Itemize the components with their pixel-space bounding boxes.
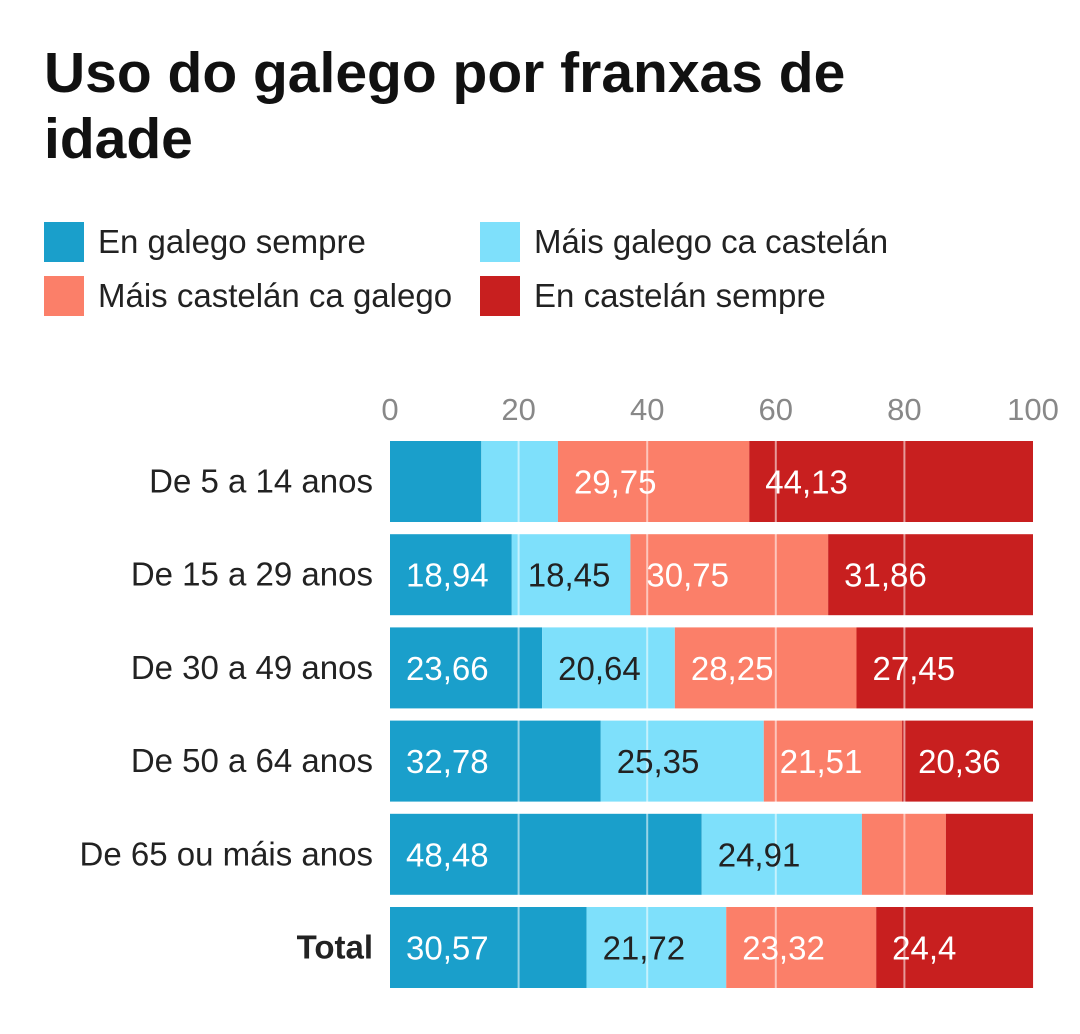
data-label: 48,48 xyxy=(406,836,489,873)
bar-segment xyxy=(390,627,543,709)
legend-swatch xyxy=(480,276,521,316)
x-tick-label: 60 xyxy=(759,392,793,427)
bar-segment xyxy=(749,441,1033,522)
x-tick-label: 100 xyxy=(1007,392,1059,427)
data-label: 27,45 xyxy=(872,650,955,687)
legend-item-en-galego-sempre: En galego sempre xyxy=(44,222,452,262)
data-label: 21,72 xyxy=(603,930,686,967)
category-label: De 65 ou máis anos xyxy=(79,835,373,872)
category-label: De 15 a 29 anos xyxy=(131,556,373,593)
bar-segment xyxy=(876,907,1034,988)
legend-label: Máis galego ca castelán xyxy=(534,223,889,260)
bar-segment xyxy=(630,534,829,616)
bar-segment xyxy=(542,627,675,709)
data-label: 30,75 xyxy=(646,557,729,594)
bar-segment xyxy=(600,720,764,802)
bar-segment xyxy=(390,441,482,522)
bar-segment xyxy=(763,720,903,802)
bar-segment xyxy=(390,720,601,802)
bar-segment xyxy=(828,534,1033,616)
data-label: 23,32 xyxy=(742,930,825,967)
x-tick-label: 0 xyxy=(381,392,398,427)
legend-label: En castelán sempre xyxy=(534,277,826,314)
bar-segment xyxy=(586,907,727,988)
legend-swatch xyxy=(44,276,84,316)
data-label: 29,75 xyxy=(574,464,657,501)
chart-title: Uso do galego por franxas de idade xyxy=(44,41,846,171)
bar-segment xyxy=(945,813,1033,895)
data-label: 32,78 xyxy=(406,743,489,780)
legend: En galego sempre Máis galego ca castelán… xyxy=(44,222,1044,316)
data-label: 24,4 xyxy=(892,930,956,967)
data-label: 24,91 xyxy=(718,836,801,873)
bar-segment xyxy=(390,534,512,616)
data-label: 28,25 xyxy=(691,650,774,687)
category-label: De 5 a 14 anos xyxy=(149,463,373,500)
category-label: De 30 a 49 anos xyxy=(131,649,373,686)
category-label: Total xyxy=(297,929,373,966)
data-label: 44,13 xyxy=(765,464,848,501)
bar-segment xyxy=(390,907,587,988)
legend-item-mais-galego: Máis galego ca castelán xyxy=(480,222,888,262)
stacked-bar-chart: 0 20 40 60 80 100 De 5 a 14 anos De 15 a 29 ano… xyxy=(79,392,1059,990)
bar-segment xyxy=(902,720,1033,802)
data-label: 21,51 xyxy=(780,743,863,780)
legend-label: En galego sempre xyxy=(98,223,366,260)
x-tick-label: 40 xyxy=(630,392,664,427)
bar-segment xyxy=(856,627,1033,709)
x-tick-label: 20 xyxy=(501,392,535,427)
data-label: 20,64 xyxy=(558,650,641,687)
data-label: 18,94 xyxy=(406,557,489,594)
bar-segment xyxy=(390,813,702,895)
bar-segment xyxy=(726,907,877,988)
data-label: 31,86 xyxy=(844,557,927,594)
bar-segment xyxy=(557,441,750,522)
legend-swatch xyxy=(44,222,84,262)
bar-segment xyxy=(701,813,862,895)
data-label: 25,35 xyxy=(617,743,700,780)
data-label: 30,57 xyxy=(406,930,489,967)
data-label: 18,45 xyxy=(528,557,611,594)
legend-label: Máis castelán ca galego xyxy=(98,277,453,314)
data-label: 23,66 xyxy=(406,650,489,687)
x-tick-label: 80 xyxy=(887,392,921,427)
bar-segment xyxy=(481,441,558,522)
data-label: 20,36 xyxy=(918,743,1001,780)
legend-item-mais-castelan: Máis castelán ca galego xyxy=(44,276,452,316)
bar-segment xyxy=(511,534,631,616)
legend-swatch xyxy=(480,222,521,262)
category-label: De 50 a 64 anos xyxy=(131,742,373,779)
legend-item-en-castelan-sempre: En castelán sempre xyxy=(480,276,888,316)
bar-segment xyxy=(674,627,857,709)
